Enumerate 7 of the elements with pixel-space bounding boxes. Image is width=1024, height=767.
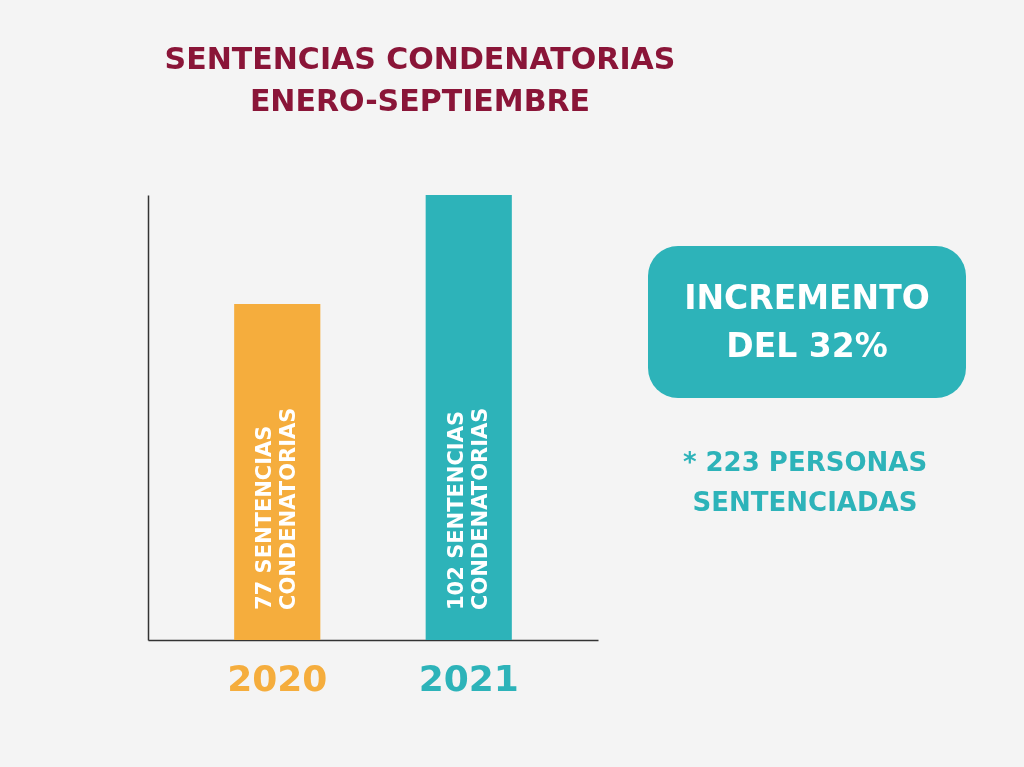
x-tick-label: 2020 [227, 657, 328, 699]
text: * 223 PERSONAS SENTENCIADAS [681, 446, 929, 519]
x-tick-label: 2021 [418, 657, 519, 699]
text: INCREMENTO DEL 32% [648, 246, 966, 398]
chart-title: SENTENCIAS CONDENATORIAS ENERO-SEPTIEMBRE [163, 40, 677, 120]
data-label: 77 SENTENCIAS CONDENATORIAS [252, 407, 301, 610]
data-label: 102 SENTENCIAS CONDENATORIAS [443, 407, 492, 610]
